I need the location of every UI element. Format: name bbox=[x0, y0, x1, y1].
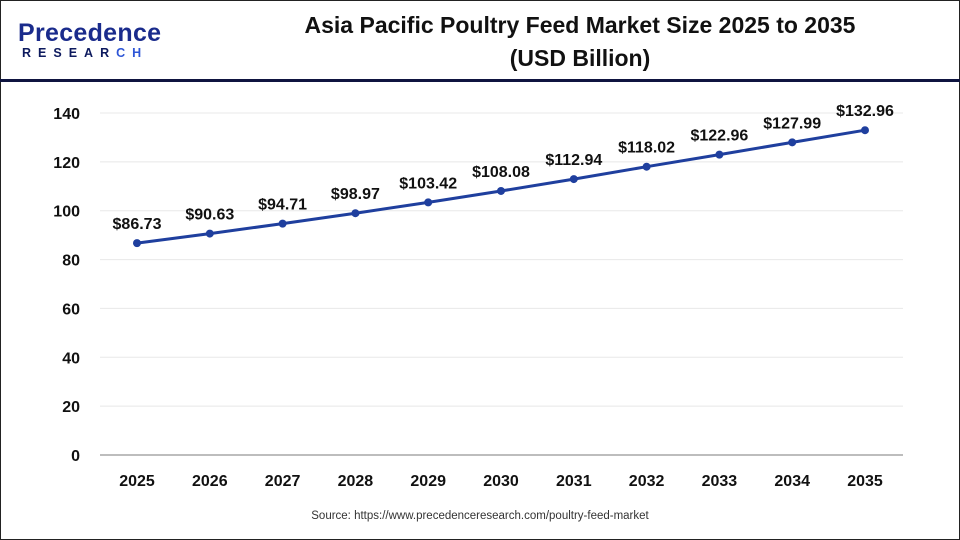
x-tick-label: 2035 bbox=[847, 473, 883, 490]
x-tick-label: 2034 bbox=[774, 473, 810, 490]
data-point bbox=[205, 229, 214, 238]
data-label: $103.42 bbox=[399, 175, 457, 192]
data-label: $94.71 bbox=[258, 197, 307, 214]
x-tick-label: 2027 bbox=[265, 473, 301, 490]
chart-title-line2: (USD Billion) bbox=[509, 45, 651, 71]
x-tick-label: 2031 bbox=[556, 473, 592, 490]
y-tick-label: 120 bbox=[53, 155, 80, 172]
x-axis-ticks: 2025 2026 2027 2028 2029 2030 2031 2032 2033 2034… bbox=[119, 473, 883, 490]
x-tick-label: 2028 bbox=[338, 473, 374, 490]
data-label: $112.94 bbox=[545, 152, 602, 169]
data-label: $86.73 bbox=[113, 216, 162, 233]
x-tick-label: 2025 bbox=[119, 473, 155, 490]
data-label: $98.97 bbox=[331, 186, 380, 203]
logo-subtitle-main: RESEAR bbox=[22, 46, 117, 60]
y-tick-label: 80 bbox=[62, 253, 80, 270]
y-tick-label: 100 bbox=[53, 204, 80, 221]
logo-subtitle: RESEARCH bbox=[18, 46, 158, 60]
data-label: $127.99 bbox=[763, 115, 821, 132]
y-tick-label: 0 bbox=[71, 448, 80, 465]
data-label: $132.96 bbox=[836, 103, 894, 120]
data-label: $118.02 bbox=[618, 140, 675, 157]
y-tick-label: 20 bbox=[62, 399, 80, 416]
data-point bbox=[497, 186, 505, 195]
source-note: Source: https://www.precedenceresearch.c… bbox=[311, 510, 649, 522]
x-tick-label: 2029 bbox=[410, 473, 446, 490]
chart-title: Asia Pacific Poultry Feed Market Size 20… bbox=[250, 9, 910, 75]
y-tick-label: 40 bbox=[62, 350, 80, 367]
header-divider bbox=[0, 79, 960, 82]
logo-wordmark: Precedence bbox=[18, 19, 162, 47]
x-tick-label: 2026 bbox=[192, 473, 228, 490]
data-labels: $86.73 $90.63 $94.71 $98.97 $103.42 $108.08 $1… bbox=[113, 103, 894, 233]
series-line bbox=[136, 128, 866, 245]
data-point bbox=[278, 219, 287, 228]
x-tick-label: 2032 bbox=[629, 473, 665, 490]
data-point bbox=[424, 198, 433, 207]
data-point bbox=[861, 126, 869, 135]
data-point bbox=[715, 150, 724, 159]
data-point bbox=[788, 138, 797, 147]
y-tick-label: 60 bbox=[62, 301, 80, 318]
precedence-research-logo: Precedence RESEARCH bbox=[18, 19, 162, 62]
data-point bbox=[642, 162, 651, 171]
data-label: $90.63 bbox=[185, 207, 234, 224]
y-axis-ticks: 0 20 40 60 80 100 120 140 bbox=[53, 106, 80, 465]
gridlines bbox=[100, 112, 903, 456]
data-label: $122.96 bbox=[690, 128, 748, 145]
logo-subtitle-accent: CH bbox=[116, 46, 149, 60]
data-point bbox=[569, 175, 578, 184]
data-label: $108.08 bbox=[472, 164, 530, 181]
data-points bbox=[133, 126, 869, 248]
chart-title-line1: Asia Pacific Poultry Feed Market Size 20… bbox=[304, 12, 856, 38]
header: Precedence RESEARCH Asia Pacific Poultry… bbox=[0, 0, 960, 80]
x-tick-label: 2030 bbox=[483, 473, 519, 490]
y-tick-label: 140 bbox=[53, 106, 80, 123]
data-point bbox=[351, 209, 360, 218]
data-point bbox=[133, 239, 141, 248]
x-tick-label: 2033 bbox=[702, 473, 738, 490]
